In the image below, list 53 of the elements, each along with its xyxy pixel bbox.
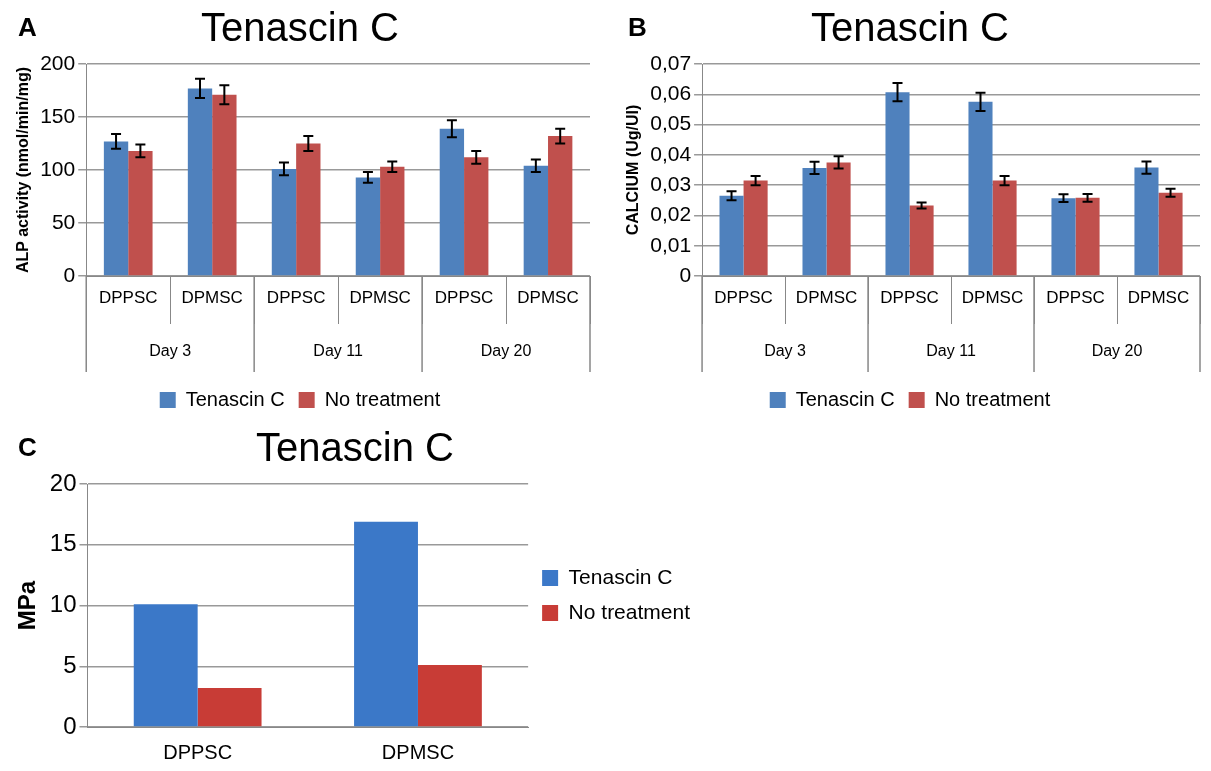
y-axis-title: CALCIUM (Ug/UI) xyxy=(624,104,642,236)
legend-label: No treatment xyxy=(568,599,691,623)
text: Day 11 xyxy=(926,342,976,360)
y-tick-label: 0,06 xyxy=(650,81,692,105)
y-tick-label: 100 xyxy=(40,156,76,180)
text: Day 3 xyxy=(764,342,807,360)
y-tick-label: 200 xyxy=(40,50,76,74)
x-tick-label: DPPSC xyxy=(880,287,939,307)
y-tick-label: 20 xyxy=(49,468,77,496)
y-tick-label: 0,03 xyxy=(650,171,692,195)
x-tick-label: DPPSC xyxy=(163,740,233,763)
y-tick-label: 0 xyxy=(679,262,692,286)
y-tick-label: 0,04 xyxy=(650,141,692,165)
text: C xyxy=(18,432,37,463)
x-tick-label: DPPSC xyxy=(266,287,326,307)
y-tick-label: 5 xyxy=(63,650,77,678)
legend-label: No treatment xyxy=(934,387,1051,410)
y-tick-label: 150 xyxy=(40,103,76,127)
y-axis-title: ALP activity (nmol/min/mg) xyxy=(14,67,32,273)
y-tick-label: 0,01 xyxy=(650,232,692,256)
text: A xyxy=(18,12,37,43)
legend-label: No treatment xyxy=(324,387,441,410)
x-tick-label: DPPSC xyxy=(714,287,773,307)
x-tick-label: DPPSC xyxy=(1046,287,1105,307)
y-tick-label: 0,07 xyxy=(650,50,692,74)
x-tick-label: DPPSC xyxy=(434,287,494,307)
legend-label: Tenascin C xyxy=(185,387,285,410)
y-tick-label: 50 xyxy=(51,209,76,233)
legend-label: Tenascin C xyxy=(795,387,895,410)
y-tick-label: 15 xyxy=(49,529,77,557)
chart-title: Tenascin C xyxy=(256,425,454,470)
x-tick-label: DPMSC xyxy=(517,287,579,307)
y-tick-label: 0,02 xyxy=(650,202,692,226)
legend-label: Tenascin C xyxy=(568,564,673,588)
x-tick-label: DPMSC xyxy=(961,287,1024,307)
x-tick-label: DPMSC xyxy=(181,287,243,307)
text: Day 3 xyxy=(149,342,192,360)
text: Day 20 xyxy=(480,342,532,360)
y-tick-label: 0 xyxy=(63,711,77,739)
y-tick-label: 10 xyxy=(49,590,77,618)
x-tick-label: DPPSC xyxy=(98,287,158,307)
chart-title: Tenascin C xyxy=(201,5,399,50)
text: B xyxy=(628,12,647,43)
text: Day 20 xyxy=(1091,342,1143,360)
y-axis-title: MPa xyxy=(13,580,41,631)
chart-title: Tenascin C xyxy=(811,5,1009,50)
y-tick-label: 0 xyxy=(63,262,76,286)
y-tick-label: 0,05 xyxy=(650,111,692,135)
x-tick-label: DPMSC xyxy=(795,287,858,307)
x-tick-label: DPMSC xyxy=(1127,287,1190,307)
x-tick-label: DPMSC xyxy=(349,287,411,307)
text: Day 11 xyxy=(313,342,363,360)
x-tick-label: DPMSC xyxy=(381,740,455,763)
